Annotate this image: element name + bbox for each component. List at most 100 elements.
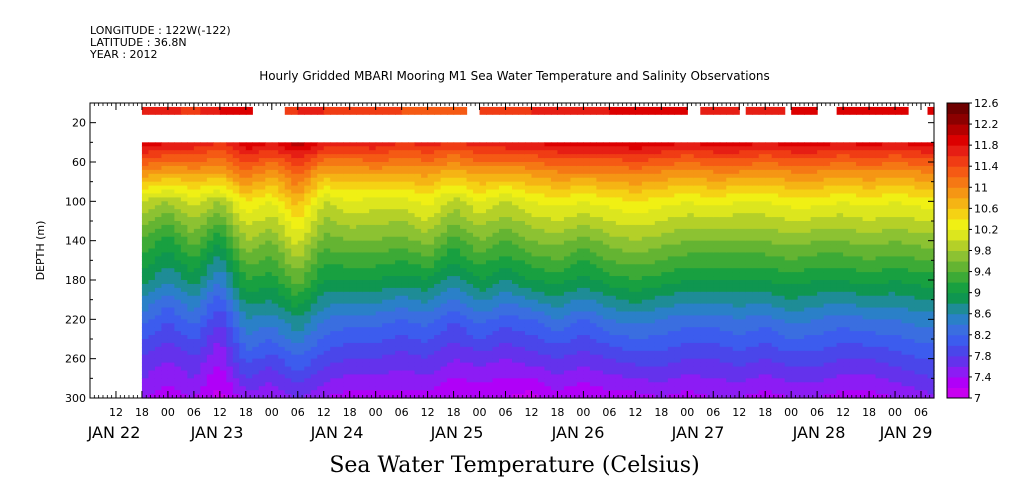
heatmap-cell bbox=[524, 221, 533, 226]
heatmap-cell bbox=[434, 311, 442, 316]
heatmap-cell bbox=[505, 346, 513, 352]
heatmap-cell bbox=[187, 154, 195, 159]
heatmap-cell bbox=[421, 209, 429, 214]
heatmap-cell bbox=[310, 386, 318, 391]
heatmap-cell bbox=[252, 201, 260, 206]
heatmap-cell bbox=[291, 378, 299, 383]
heatmap-cell bbox=[174, 303, 182, 309]
heatmap-cell bbox=[460, 276, 468, 281]
heatmap-cell bbox=[479, 339, 487, 344]
heatmap-cell bbox=[382, 197, 390, 202]
heatmap-cell bbox=[473, 268, 481, 273]
heatmap-cell bbox=[466, 307, 474, 313]
heatmap-cell bbox=[304, 295, 312, 301]
heatmap-cell bbox=[369, 150, 377, 155]
heatmap-cell bbox=[609, 197, 617, 202]
heatmap-cell bbox=[628, 272, 636, 277]
heatmap-cell bbox=[492, 366, 500, 372]
heatmap-cell bbox=[271, 181, 279, 187]
heatmap-cell bbox=[609, 228, 617, 234]
heatmap-cell bbox=[382, 342, 390, 348]
heatmap-cell bbox=[362, 256, 370, 261]
heatmap-cell bbox=[239, 362, 247, 368]
heatmap-cell bbox=[375, 331, 383, 336]
heatmap-cell bbox=[615, 335, 623, 340]
heatmap-cell bbox=[330, 394, 338, 399]
heatmap-cell bbox=[148, 339, 156, 344]
heatmap-cell bbox=[265, 158, 273, 163]
heatmap-cell bbox=[499, 276, 507, 281]
heatmap-cell bbox=[414, 201, 422, 206]
heatmap-cell bbox=[252, 217, 260, 222]
heatmap-cell bbox=[544, 201, 552, 206]
heatmap-cell bbox=[479, 342, 487, 348]
heatmap-cell bbox=[486, 311, 494, 316]
heatmap-cell bbox=[382, 260, 390, 265]
heatmap-cell bbox=[336, 335, 344, 340]
heatmap-cell bbox=[375, 382, 383, 387]
heatmap-cell bbox=[161, 342, 169, 348]
heatmap-cell bbox=[473, 260, 481, 265]
heatmap-cell bbox=[628, 390, 636, 395]
heatmap-cell bbox=[148, 256, 156, 261]
heatmap-cell bbox=[602, 335, 610, 340]
heatmap-cell bbox=[141, 335, 150, 340]
heatmap-cell bbox=[349, 268, 357, 273]
heatmap-cell bbox=[343, 299, 351, 305]
heatmap-cell bbox=[537, 252, 546, 257]
heatmap-cell bbox=[369, 158, 377, 163]
heatmap-cell bbox=[213, 256, 221, 261]
heatmap-cell bbox=[219, 185, 227, 191]
heatmap-cell bbox=[317, 374, 325, 379]
heatmap-cell bbox=[589, 283, 597, 289]
heatmap-cell bbox=[317, 370, 325, 375]
heatmap-cell bbox=[589, 394, 597, 399]
heatmap-cell bbox=[602, 146, 610, 151]
heatmap-cell bbox=[232, 370, 240, 375]
heatmap-cell bbox=[537, 287, 546, 293]
heatmap-cell bbox=[148, 378, 156, 383]
heatmap-cell bbox=[369, 307, 377, 313]
heatmap-cell bbox=[615, 224, 623, 230]
heatmap-cell bbox=[473, 358, 481, 364]
heatmap-cell bbox=[486, 303, 494, 309]
heatmap-cell bbox=[265, 189, 273, 195]
heatmap-cell bbox=[284, 327, 292, 332]
heatmap-cell bbox=[310, 331, 318, 336]
heatmap-cell bbox=[200, 256, 208, 261]
heatmap-cell bbox=[596, 193, 604, 198]
heatmap-cell bbox=[304, 272, 312, 277]
heatmap-cell bbox=[622, 181, 630, 187]
heatmap-cell bbox=[310, 209, 318, 214]
heatmap-cell bbox=[628, 173, 636, 179]
heatmap-cell bbox=[343, 342, 351, 348]
heatmap-cell bbox=[557, 315, 565, 320]
heatmap-cell bbox=[148, 354, 156, 360]
heatmap-cell bbox=[213, 169, 221, 175]
heatmap-cell bbox=[395, 197, 403, 202]
heatmap-cell bbox=[440, 236, 448, 242]
heatmap-cell bbox=[200, 342, 208, 348]
heatmap-cell bbox=[317, 217, 325, 222]
heatmap-cell bbox=[161, 307, 169, 313]
heatmap-cell bbox=[297, 181, 305, 187]
heatmap-cell bbox=[596, 307, 604, 313]
heatmap-cell bbox=[369, 217, 377, 222]
heatmap-cell bbox=[330, 327, 338, 332]
heatmap-cell bbox=[297, 154, 305, 159]
heatmap-cell bbox=[440, 217, 448, 222]
heatmap-cell bbox=[635, 339, 643, 344]
heatmap-cell bbox=[284, 374, 292, 379]
heatmap-cell bbox=[615, 327, 623, 332]
heatmap-cell bbox=[304, 209, 312, 214]
heatmap-cell bbox=[596, 173, 604, 179]
heatmap-cell bbox=[479, 150, 487, 155]
heatmap-cell bbox=[239, 342, 247, 348]
heatmap-cell bbox=[557, 350, 565, 356]
heatmap-cell bbox=[304, 342, 312, 348]
heatmap-cell bbox=[602, 280, 610, 285]
heatmap-cell bbox=[304, 390, 312, 395]
heatmap-cell bbox=[265, 224, 273, 230]
heatmap-cell bbox=[512, 315, 520, 320]
heatmap-cell bbox=[141, 283, 150, 289]
